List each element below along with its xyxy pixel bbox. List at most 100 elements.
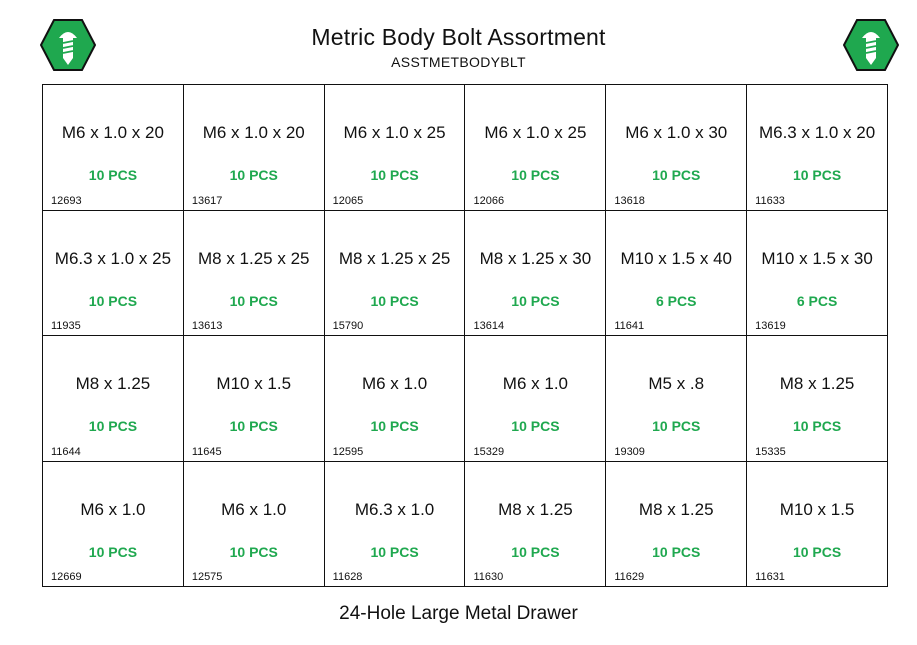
drawer-cell: M6 x 1.0 x 25 10 PCS 12066 [465,85,607,211]
bolt-size: M8 x 1.25 [498,499,573,519]
part-number: 11633 [755,194,785,207]
quantity-label: 10 PCS [88,543,138,560]
drawer-cell: M6 x 1.0 10 PCS 15329 [465,336,607,462]
part-number: 13613 [191,320,223,332]
quantity-label: 10 PCS [511,292,560,309]
screw-hex-icon [843,19,899,71]
quantity-label: 10 PCS [370,418,419,434]
drawer-cell: M8 x 1.25 10 PCS 15335 [747,336,888,462]
quantity-label: 10 PCS [229,167,278,183]
quantity-label: 10 PCS [88,418,138,434]
sku-code: ASSTMETBODYBLT [391,54,526,70]
drawer-caption: 24-Hole Large Metal Drawer [339,603,578,624]
drawer-cell: M6.3 x 1.0 10 PCS 11628 [324,461,466,587]
drawer-cell: M6 x 1.0 x 20 10 PCS 12693 [43,85,184,211]
bolt-size: M6 x 1.0 x 20 [61,123,164,142]
quantity-label: 10 PCS [229,418,278,434]
bolt-size: M6 x 1.0 x 25 [343,123,446,142]
drawer-cell: M8 x 1.25 10 PCS 11629 [606,461,748,587]
part-number: 11645 [191,445,222,458]
bolt-size: M6 x 1.0 x 20 [202,123,305,142]
part-number: 12669 [51,571,82,583]
quantity-label: 10 PCS [652,167,701,183]
quantity-label: 10 PCS [370,543,419,560]
drawer-grid: M6 x 1.0 x 20 10 PCS 12693 M6 x 1.0 x 20 10 … [42,84,888,587]
part-number: 13619 [755,320,786,332]
bolt-size: M8 x 1.25 x 25 [197,248,310,268]
drawer-cell: M6 x 1.0 10 PCS 12595 [324,336,466,462]
quantity-label: 10 PCS [511,418,560,434]
drawer-cell: M6 x 1.0 10 PCS 12575 [183,461,325,587]
bolt-size: M10 x 1.5 x 40 [620,248,732,268]
quantity-label: 10 PCS [652,543,701,560]
bolt-size: M10 x 1.5 [779,499,855,519]
bolt-size: M6.3 x 1.0 x 20 [758,123,876,142]
part-number: 13614 [473,320,505,332]
bolt-size: M6 x 1.0 [502,374,568,393]
part-number: 12065 [332,194,364,207]
bolt-size: M10 x 1.5 x 30 [761,248,873,268]
drawer-cell: M6 x 1.0 x 25 10 PCS 12065 [324,85,466,211]
drawer-cell: M10 x 1.5 10 PCS 11631 [747,461,888,587]
drawer-cell: M8 x 1.25 x 25 10 PCS 13613 [183,210,325,336]
part-number: 15790 [332,320,364,332]
part-number: 12693 [51,194,82,207]
bolt-size: M6.3 x 1.0 [354,499,435,519]
bolt-size: M8 x 1.25 x 25 [338,248,451,268]
quantity-label: 10 PCS [792,418,842,434]
drawer-cell: M8 x 1.25 10 PCS 11630 [465,461,607,587]
drawer-cell: M6 x 1.0 x 20 10 PCS 13617 [183,85,325,211]
part-number: 11629 [614,571,645,583]
quantity-label: 10 PCS [511,167,560,183]
part-number: 11644 [51,445,81,458]
part-number: 12595 [332,445,364,458]
bolt-size: M6 x 1.0 [80,499,146,519]
quantity-label: 6 PCS [796,292,838,309]
part-number: 12575 [191,571,223,583]
bolt-size: M6 x 1.0 [221,499,287,519]
drawer-cell: M6 x 1.0 x 30 10 PCS 13618 [606,85,748,211]
header: Metric Body Bolt Assortment ASSTMETBODYB… [0,22,917,71]
bolt-size: M6 x 1.0 x 30 [625,123,728,142]
quantity-label: 10 PCS [88,167,138,183]
screw-hex-icon [40,19,96,71]
quantity-label: 10 PCS [792,543,842,560]
quantity-label: 6 PCS [656,292,697,309]
part-number: 19309 [614,445,645,458]
part-number: 11935 [51,320,81,332]
part-number: 11630 [473,571,504,583]
part-number: 13617 [191,194,223,207]
bolt-size: M5 x .8 [648,374,705,393]
drawer-cell: M8 x 1.25 x 25 10 PCS 15790 [324,210,466,336]
part-number: 15329 [473,445,505,458]
part-number: 11631 [755,571,785,583]
bolt-size: M6.3 x 1.0 x 25 [54,248,172,268]
logo-left [40,18,96,72]
quantity-label: 10 PCS [88,292,138,309]
part-number: 15335 [755,445,786,458]
page-title: Metric Body Bolt Assortment [311,24,606,50]
quantity-label: 10 PCS [370,167,419,183]
quantity-label: 10 PCS [511,543,560,560]
drawer-cell: M6.3 x 1.0 x 20 10 PCS 11633 [747,85,888,211]
drawer-cell: M10 x 1.5 x 40 6 PCS 11641 [606,210,748,336]
drawer-cell: M8 x 1.25 x 30 10 PCS 13614 [465,210,607,336]
part-number: 12066 [473,194,505,207]
quantity-label: 10 PCS [370,292,419,309]
bolt-size: M10 x 1.5 [216,374,292,393]
quantity-label: 10 PCS [792,167,842,183]
drawer-cell: M6 x 1.0 10 PCS 12669 [43,461,184,587]
part-number: 11641 [614,320,645,332]
drawer-cell: M10 x 1.5 10 PCS 11645 [183,336,325,462]
bolt-size: M8 x 1.25 x 30 [479,248,592,268]
part-number: 13618 [614,194,645,207]
quantity-label: 10 PCS [229,292,278,309]
quantity-label: 10 PCS [652,418,701,434]
drawer-cell: M10 x 1.5 x 30 6 PCS 13619 [747,210,888,336]
quantity-label: 10 PCS [229,543,278,560]
bolt-size: M6 x 1.0 [361,374,428,393]
bolt-size: M6 x 1.0 x 25 [484,123,587,142]
drawer-cell: M6.3 x 1.0 x 25 10 PCS 11935 [43,210,184,336]
drawer-cell: M5 x .8 10 PCS 19309 [606,336,748,462]
logo-right [843,18,899,72]
